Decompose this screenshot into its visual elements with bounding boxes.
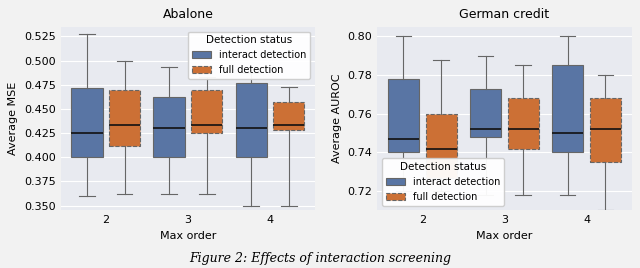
PathPatch shape <box>508 98 539 148</box>
Y-axis label: Average AUROC: Average AUROC <box>332 74 342 163</box>
X-axis label: Max order: Max order <box>476 231 532 241</box>
PathPatch shape <box>191 90 222 133</box>
PathPatch shape <box>71 88 102 157</box>
PathPatch shape <box>236 83 267 157</box>
PathPatch shape <box>273 102 305 130</box>
PathPatch shape <box>154 97 184 157</box>
PathPatch shape <box>109 90 140 146</box>
PathPatch shape <box>388 79 419 152</box>
PathPatch shape <box>590 98 621 162</box>
Title: German credit: German credit <box>460 8 550 21</box>
Y-axis label: Average MSE: Average MSE <box>8 82 19 155</box>
Text: Figure 2: Effects of interaction screening: Figure 2: Effects of interaction screeni… <box>189 252 451 265</box>
Title: Abalone: Abalone <box>163 8 213 21</box>
PathPatch shape <box>470 89 501 137</box>
PathPatch shape <box>552 65 583 152</box>
PathPatch shape <box>426 114 457 178</box>
Legend: interact detection, full detection: interact detection, full detection <box>382 158 504 206</box>
Legend: interact detection, full detection: interact detection, full detection <box>188 32 310 79</box>
X-axis label: Max order: Max order <box>160 231 216 241</box>
